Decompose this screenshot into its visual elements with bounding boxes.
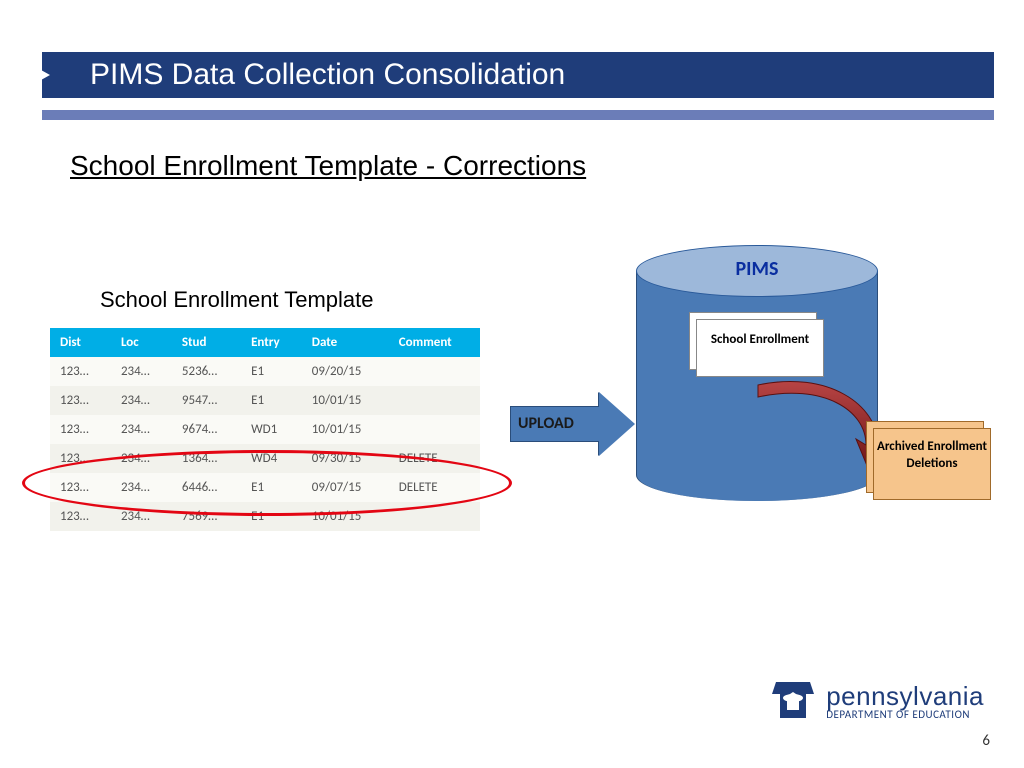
table-cell: 9547…	[172, 386, 241, 415]
table-cell: 234…	[111, 444, 172, 473]
table-cell: E1	[241, 357, 302, 386]
cylinder-label: PIMS	[636, 257, 878, 281]
table-cell: WD4	[241, 444, 302, 473]
table-cell: 123…	[50, 473, 111, 502]
table-caption: School Enrollment Template	[100, 287, 374, 313]
archive-box-label: Archived Enrollment Deletions	[877, 439, 987, 471]
page-title: PIMS Data Collection Consolidation	[90, 58, 565, 92]
keystone-icon	[770, 678, 816, 724]
table-cell: E1	[241, 502, 302, 531]
school-enrollment-box: School Enrollment	[696, 319, 824, 377]
table-cell: 234…	[111, 357, 172, 386]
col-entry: Entry	[241, 328, 302, 357]
table-cell: 9674…	[172, 415, 241, 444]
logo-text: pennsylvania DEPARTMENT OF EDUCATION	[826, 683, 984, 720]
table-cell: 7569…	[172, 502, 241, 531]
table-row: 123…234…6446…E109/07/15DELETE	[50, 473, 480, 502]
section-subtitle: School Enrollment Template - Corrections	[70, 150, 586, 182]
archive-box: Archived Enrollment Deletions	[873, 428, 991, 500]
enrollment-table: Dist Loc Stud Entry Date Comment 123…234…	[50, 328, 480, 531]
table-cell: 123…	[50, 502, 111, 531]
logo-text-main: pennsylvania	[826, 683, 984, 709]
title-bar: PIMS Data Collection Consolidation	[42, 52, 994, 98]
table-cell: 234…	[111, 502, 172, 531]
table-cell: 1364…	[172, 444, 241, 473]
table-cell: 6446…	[172, 473, 241, 502]
table-cell: 09/30/15	[302, 444, 389, 473]
table-header-row: Dist Loc Stud Entry Date Comment	[50, 328, 480, 357]
table-cell	[389, 502, 480, 531]
table-cell: 123…	[50, 415, 111, 444]
table-row: 123…234…1364…WD409/30/15DELETE	[50, 444, 480, 473]
table-cell: E1	[241, 386, 302, 415]
table-cell: 10/01/15	[302, 386, 389, 415]
col-loc: Loc	[111, 328, 172, 357]
col-date: Date	[302, 328, 389, 357]
table-cell: 234…	[111, 473, 172, 502]
table-cell: 123…	[50, 357, 111, 386]
upload-arrow: UPLOAD	[510, 392, 640, 456]
table-cell	[389, 386, 480, 415]
title-underline-bar	[42, 110, 994, 120]
table-cell: E1	[241, 473, 302, 502]
col-comment: Comment	[389, 328, 480, 357]
table-cell: DELETE	[389, 473, 480, 502]
table-row: 123…234…5236…E109/20/15	[50, 357, 480, 386]
table-cell	[389, 415, 480, 444]
table-cell: 234…	[111, 386, 172, 415]
table-row: 123…234…9547…E110/01/15	[50, 386, 480, 415]
table-cell: WD1	[241, 415, 302, 444]
footer-logo: pennsylvania DEPARTMENT OF EDUCATION	[770, 678, 984, 724]
col-stud: Stud	[172, 328, 241, 357]
table-cell: 10/01/15	[302, 415, 389, 444]
table-cell: DELETE	[389, 444, 480, 473]
page-number: 6	[982, 732, 990, 750]
upload-arrow-label: UPLOAD	[518, 414, 574, 433]
pims-database-cylinder: PIMS School Enrollment	[636, 245, 878, 505]
table-cell: 123…	[50, 386, 111, 415]
title-section: PIMS Data Collection Consolidation	[42, 52, 994, 120]
table-cell: 234…	[111, 415, 172, 444]
table-cell: 09/20/15	[302, 357, 389, 386]
table-cell	[389, 357, 480, 386]
table-cell: 123…	[50, 444, 111, 473]
table-row: 123…234…9674…WD110/01/15	[50, 415, 480, 444]
school-enrollment-label: School Enrollment	[697, 320, 823, 348]
table-cell: 09/07/15	[302, 473, 389, 502]
table-cell: 5236…	[172, 357, 241, 386]
table-row: 123…234…7569…E110/01/15	[50, 502, 480, 531]
logo-text-sub: DEPARTMENT OF EDUCATION	[826, 709, 984, 720]
col-dist: Dist	[50, 328, 111, 357]
table-cell: 10/01/15	[302, 502, 389, 531]
